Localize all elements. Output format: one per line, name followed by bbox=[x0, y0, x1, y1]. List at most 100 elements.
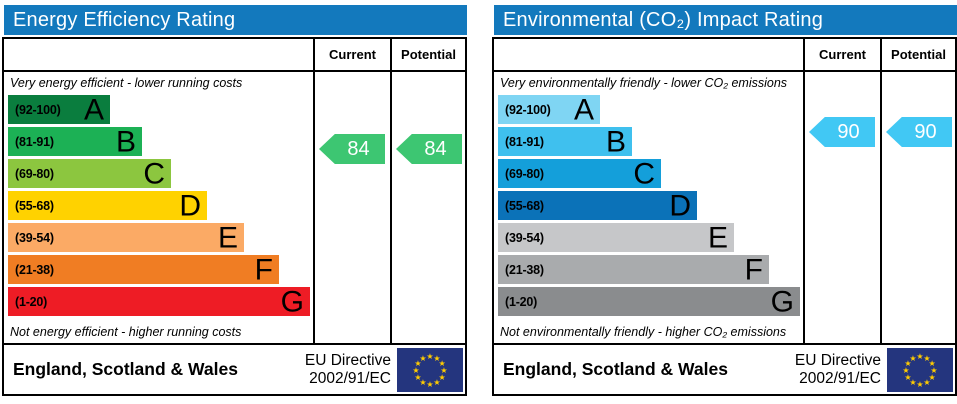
band-range: (55-68) bbox=[15, 198, 54, 213]
eu-directive-line2: 2002/91/EC bbox=[799, 369, 881, 387]
band-letter: C bbox=[143, 157, 165, 190]
band-range: (92-100) bbox=[15, 102, 61, 117]
table-footer: England, Scotland & Wales EU Directive 2… bbox=[4, 343, 465, 394]
svg-text:★: ★ bbox=[414, 373, 421, 382]
rating-table: Current Potential Very energy efficient … bbox=[2, 37, 467, 396]
band-row-a: (92-100) A bbox=[8, 93, 110, 126]
table-footer: England, Scotland & Wales EU Directive 2… bbox=[494, 343, 955, 394]
band-letter: E bbox=[217, 221, 238, 254]
current-column-header: Current bbox=[803, 39, 880, 70]
svg-text:★: ★ bbox=[433, 378, 440, 387]
svg-text:★: ★ bbox=[440, 366, 447, 375]
band-range: (69-80) bbox=[505, 166, 544, 181]
table-header-row: Current Potential bbox=[494, 39, 955, 72]
current-rating-arrow: 90 bbox=[809, 117, 875, 147]
svg-text:★: ★ bbox=[923, 378, 930, 387]
region-label: England, Scotland & Wales bbox=[13, 359, 238, 379]
svg-text:★: ★ bbox=[412, 366, 419, 375]
panel-title: Energy Efficiency Rating bbox=[4, 5, 467, 35]
band-letter: F bbox=[744, 253, 763, 286]
band-range: (81-91) bbox=[505, 134, 544, 149]
potential-rating-arrow: 90 bbox=[886, 117, 952, 147]
table-body: Very energy efficient - lower running co… bbox=[4, 72, 465, 343]
band-letter: G bbox=[770, 285, 794, 318]
eu-directive-line1: EU Directive bbox=[794, 351, 881, 369]
band-letter: A bbox=[83, 93, 104, 126]
svg-text:★: ★ bbox=[904, 359, 911, 368]
band-letter: E bbox=[707, 221, 728, 254]
svg-text:★: ★ bbox=[929, 373, 936, 382]
band-row-f: (21-38) F bbox=[8, 255, 279, 285]
band-letter: D bbox=[669, 189, 691, 222]
potential-value-column: 84 bbox=[390, 72, 465, 343]
band-row-g: (1-20) G bbox=[498, 285, 800, 318]
band-row-e: (39-54) E bbox=[498, 221, 734, 254]
band-range: (81-91) bbox=[15, 134, 54, 149]
eu-directive-label: EU Directive 2002/91/EC bbox=[305, 352, 397, 388]
band-row-d: (55-68) D bbox=[498, 189, 697, 222]
svg-text:★: ★ bbox=[902, 366, 909, 375]
band-row-f: (21-38) F bbox=[498, 253, 769, 286]
rating-scale-area: Very environmentally friendly - lower CO… bbox=[494, 72, 803, 343]
band-letter: D bbox=[179, 189, 201, 222]
svg-text:★: ★ bbox=[909, 353, 916, 362]
band-row-b: (81-91) B bbox=[8, 127, 142, 157]
potential-value-column: 90 bbox=[880, 72, 955, 343]
svg-text:★: ★ bbox=[929, 359, 936, 368]
band-range: (69-80) bbox=[15, 166, 54, 181]
svg-text:★: ★ bbox=[426, 352, 433, 361]
svg-text:★: ★ bbox=[916, 380, 923, 389]
band-letter: C bbox=[633, 157, 655, 190]
band-range: (1-20) bbox=[15, 294, 48, 309]
svg-text:★: ★ bbox=[419, 378, 426, 387]
band-range: (39-54) bbox=[505, 230, 544, 245]
band-row-g: (1-20) G bbox=[8, 285, 310, 318]
band-letter: A bbox=[573, 93, 594, 126]
svg-text:★: ★ bbox=[923, 353, 930, 362]
svg-text:★: ★ bbox=[904, 373, 911, 382]
svg-text:★: ★ bbox=[414, 359, 421, 368]
svg-text:★: ★ bbox=[426, 380, 433, 389]
table-header-row: Current Potential bbox=[4, 39, 465, 72]
svg-text:★: ★ bbox=[916, 352, 923, 361]
table-body: Very environmentally friendly - lower CO… bbox=[494, 72, 955, 343]
rating-table: Current Potential Very environmentally f… bbox=[492, 37, 957, 396]
potential-rating-arrow: 84 bbox=[396, 134, 462, 164]
svg-text:★: ★ bbox=[439, 373, 446, 382]
panel-title: Environmental (CO₂) Impact Rating bbox=[494, 5, 957, 35]
band-row-d: (55-68) D bbox=[8, 189, 207, 222]
potential-column-header: Potential bbox=[880, 39, 955, 70]
bottom-caption: Not environmentally friendly - higher CO… bbox=[500, 325, 787, 339]
region-label: England, Scotland & Wales bbox=[503, 359, 728, 379]
svg-text:★: ★ bbox=[419, 353, 426, 362]
eu-directive-line1: EU Directive bbox=[304, 351, 391, 369]
environmental-impact-panel: Environmental (CO₂) Impact Rating Curren… bbox=[490, 0, 957, 404]
svg-text:★: ★ bbox=[930, 366, 937, 375]
bottom-caption: Not energy efficient - higher running co… bbox=[10, 325, 242, 339]
eu-directive-line2: 2002/91/EC bbox=[309, 369, 391, 387]
energy-efficiency-panel: Energy Efficiency Rating Current Potenti… bbox=[0, 0, 467, 404]
band-range: (39-54) bbox=[15, 230, 54, 245]
header-spacer bbox=[4, 39, 313, 70]
band-row-a: (92-100) A bbox=[498, 93, 600, 126]
rating-bands: (92-100) A (81-91) B (69-80) C (55-68) bbox=[8, 93, 313, 318]
band-row-c: (69-80) C bbox=[8, 157, 171, 190]
svg-text:★: ★ bbox=[909, 378, 916, 387]
svg-text:★: ★ bbox=[433, 353, 440, 362]
current-value-column: 84 bbox=[313, 72, 390, 343]
band-row-b: (81-91) B bbox=[498, 127, 632, 157]
current-column-header: Current bbox=[313, 39, 390, 70]
band-range: (21-38) bbox=[15, 262, 54, 277]
current-value-column: 90 bbox=[803, 72, 880, 343]
band-row-c: (69-80) C bbox=[498, 157, 661, 190]
header-spacer bbox=[494, 39, 803, 70]
band-range: (92-100) bbox=[505, 102, 551, 117]
band-letter: G bbox=[280, 285, 304, 318]
top-caption: Very energy efficient - lower running co… bbox=[10, 76, 243, 90]
top-caption: Very environmentally friendly - lower CO… bbox=[500, 76, 788, 90]
band-row-e: (39-54) E bbox=[8, 221, 244, 254]
eu-directive-label: EU Directive 2002/91/EC bbox=[795, 352, 887, 388]
rating-scale-area: Very energy efficient - lower running co… bbox=[4, 72, 313, 343]
rating-bands: (92-100) A (81-91) B (69-80) C (55-68) bbox=[498, 93, 803, 318]
